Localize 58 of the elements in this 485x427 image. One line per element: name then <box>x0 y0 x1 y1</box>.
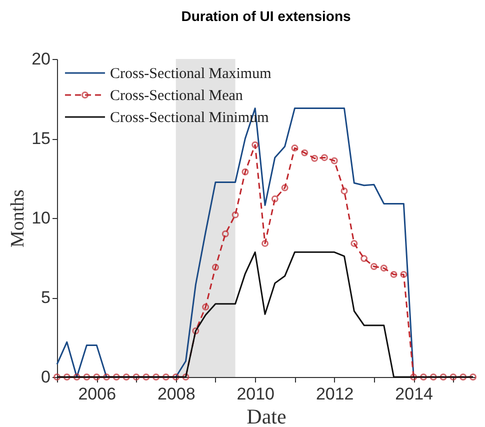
y-tick-label: 20 <box>32 50 50 68</box>
point <box>103 374 110 380</box>
point <box>262 240 268 247</box>
point <box>430 374 437 380</box>
x-tick-label: 2012 <box>316 384 354 404</box>
point <box>152 374 160 380</box>
point <box>232 211 239 218</box>
y-tick-label: 5 <box>41 288 50 307</box>
x-tick-label: 2008 <box>157 384 196 404</box>
x-axis-title: Date <box>246 404 286 427</box>
point <box>460 374 467 380</box>
point <box>93 374 100 380</box>
point <box>420 374 427 380</box>
point <box>202 304 210 311</box>
point <box>222 230 229 238</box>
point <box>162 374 170 380</box>
point <box>340 187 348 194</box>
point <box>400 270 408 278</box>
point <box>112 374 120 380</box>
point <box>320 154 328 162</box>
point <box>132 374 140 380</box>
y-tick-label: 15 <box>32 129 50 148</box>
legend-label: Cross-Sectional Maximum <box>110 66 272 82</box>
point <box>73 374 80 380</box>
point <box>142 374 150 380</box>
point <box>470 374 477 380</box>
chart-title: Duration of UI extensions <box>181 8 351 24</box>
point <box>281 184 288 192</box>
point <box>390 270 398 278</box>
legend-label: Cross-Sectional Mean <box>110 88 244 104</box>
x-tick-label: 2014 <box>395 384 433 404</box>
point <box>330 157 338 164</box>
point <box>192 327 200 334</box>
line-series <box>56 108 414 378</box>
point <box>311 154 318 162</box>
y-axis-title: Months <box>8 189 29 248</box>
point <box>212 264 219 271</box>
point <box>291 144 298 152</box>
point <box>63 374 70 380</box>
point <box>410 374 418 380</box>
point <box>350 240 358 247</box>
point <box>450 374 457 380</box>
point <box>182 374 190 380</box>
point <box>380 264 388 272</box>
point <box>172 374 180 380</box>
y-tick-label: 10 <box>32 208 50 228</box>
x-tick-label: 2006 <box>78 384 116 404</box>
point <box>122 374 130 380</box>
point <box>271 195 278 202</box>
point <box>301 149 308 156</box>
point <box>440 374 447 380</box>
point <box>370 263 378 270</box>
y-tick-label: 0 <box>41 368 50 386</box>
point <box>252 141 259 148</box>
point <box>83 374 90 380</box>
point <box>360 255 368 262</box>
x-tick-label: 2010 <box>236 384 275 404</box>
point <box>242 168 249 176</box>
